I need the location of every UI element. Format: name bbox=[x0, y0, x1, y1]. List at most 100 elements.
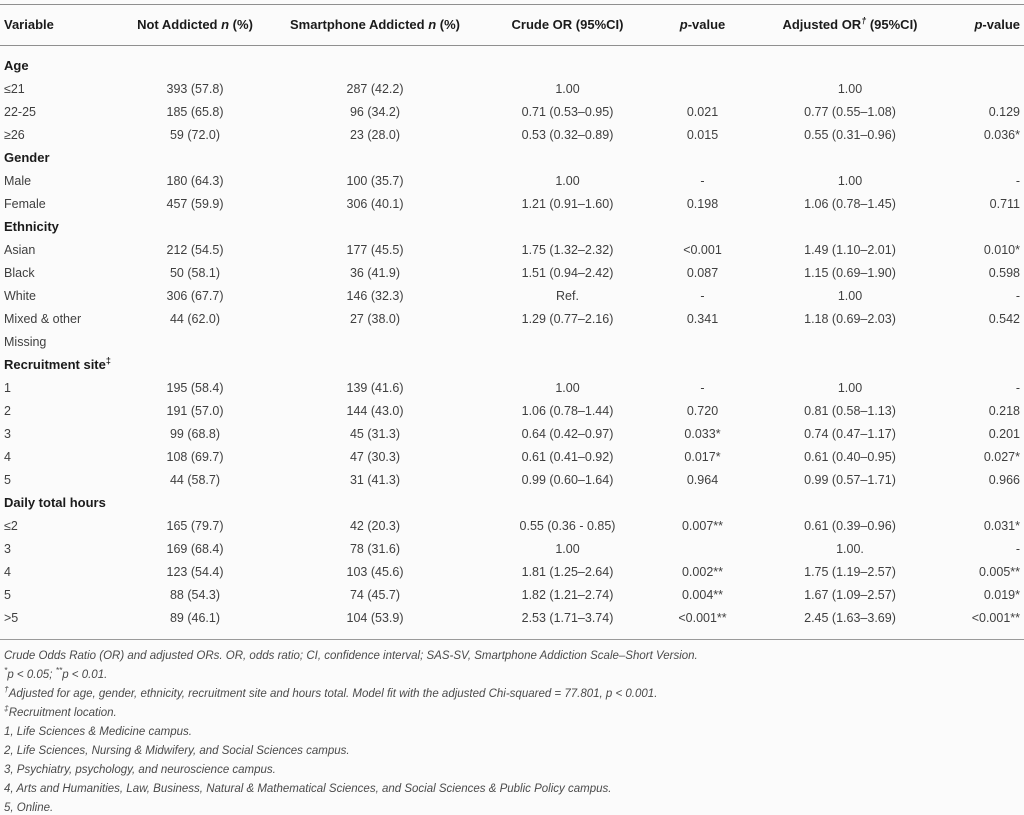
text-segment: (%) bbox=[229, 17, 253, 32]
value-cell: 123 (54.4) bbox=[166, 564, 224, 579]
table-row: Black 50 (58.1) 36 (41.9) 1.51 (0.94–2.42) 0… bbox=[0, 261, 1024, 284]
footnote-line-3: †Adjusted for age, gender, ethnicity, re… bbox=[4, 685, 1022, 704]
text-segment: (95%CI) bbox=[866, 17, 918, 32]
value-cell: - bbox=[700, 288, 705, 303]
value-cell: 78 (31.6) bbox=[349, 541, 401, 556]
row-label-cell: ≥26 bbox=[4, 127, 25, 142]
value-cell: 27 (38.0) bbox=[349, 311, 401, 326]
row-label-cell: Asian bbox=[4, 242, 36, 257]
section-row-recruitment-site: Recruitment site‡ bbox=[0, 353, 1024, 376]
value-cell: - bbox=[1015, 288, 1020, 303]
value-cell bbox=[480, 330, 655, 353]
value-cell: 0.031* bbox=[983, 518, 1020, 533]
value-cell: 1.00 bbox=[555, 81, 580, 96]
section-label: Daily total hours bbox=[0, 491, 1024, 514]
value-cell: 169 (68.4) bbox=[166, 541, 224, 556]
row-label-cell: >5 bbox=[4, 610, 19, 625]
value-cell: 0.61 (0.39–0.96) bbox=[804, 518, 896, 533]
value-cell: 0.71 (0.53–0.95) bbox=[521, 104, 614, 119]
text-segment: -value bbox=[687, 17, 726, 32]
text-segment: -value bbox=[982, 17, 1020, 32]
row-label-cell: Female bbox=[4, 196, 46, 211]
column-header-p-value-crude: p-value bbox=[655, 4, 750, 46]
value-cell: 0.964 bbox=[686, 472, 719, 487]
superscript-marker: ‡ bbox=[105, 355, 111, 366]
table-row: Female 457 (59.9) 306 (40.1) 1.21 (0.91–1.6… bbox=[0, 192, 1024, 215]
section-row-daily-total-hours: Daily total hours bbox=[0, 491, 1024, 514]
table-row: Mixed & other 44 (62.0) 27 (38.0) 1.29 (0.7… bbox=[0, 307, 1024, 330]
value-cell: 0.005** bbox=[978, 564, 1020, 579]
value-cell: 0.74 (0.47–1.17) bbox=[804, 426, 896, 441]
footnote-line-9: 5, Online. bbox=[4, 799, 1022, 815]
value-cell: 0.010* bbox=[983, 242, 1020, 257]
value-cell: 212 (54.5) bbox=[166, 242, 224, 257]
row-label-cell: White bbox=[4, 288, 36, 303]
table-row: 5 88 (54.3) 74 (45.7) 1.82 (1.21–2.74) 0.004… bbox=[0, 583, 1024, 606]
value-cell: 146 (32.3) bbox=[346, 288, 404, 303]
value-cell: 0.55 (0.31–0.96) bbox=[804, 127, 896, 142]
value-cell: 306 (40.1) bbox=[346, 196, 404, 211]
value-cell: 1.15 (0.69–1.90) bbox=[804, 265, 896, 280]
value-cell: 1.75 (1.32–2.32) bbox=[521, 242, 614, 257]
column-header-p-value-adjusted: p-value bbox=[950, 4, 1024, 46]
value-cell: 2.53 (1.71–3.74) bbox=[521, 610, 614, 625]
section-row-ethnicity: Ethnicity bbox=[0, 215, 1024, 238]
value-cell: <0.001** bbox=[971, 610, 1020, 625]
value-cell: 100 (35.7) bbox=[346, 173, 404, 188]
italic-text: p bbox=[974, 17, 983, 32]
value-cell: 1.00 bbox=[837, 173, 863, 188]
value-cell: - bbox=[1015, 541, 1020, 556]
value-cell: 0.99 (0.60–1.64) bbox=[521, 472, 614, 487]
value-cell: 0.004** bbox=[681, 587, 723, 602]
row-label-cell: 22-25 bbox=[4, 104, 36, 119]
value-cell: 1.00 bbox=[555, 541, 580, 556]
footnote-line-7: 3, Psychiatry, psychology, and neuroscie… bbox=[4, 761, 1022, 780]
value-cell: 0.087 bbox=[686, 265, 719, 280]
value-cell: 1.06 (0.78–1.45) bbox=[804, 196, 896, 211]
text-segment: Variable bbox=[4, 17, 54, 32]
text-segment: (%) bbox=[436, 17, 460, 32]
text-segment: 5, Online. bbox=[4, 802, 54, 814]
value-cell: 0.53 (0.32–0.89) bbox=[521, 127, 614, 142]
row-label-cell: 5 bbox=[4, 587, 11, 602]
footnote-line-2: *p < 0.05; **p < 0.01. bbox=[4, 666, 1022, 685]
row-label-cell: 3 bbox=[4, 426, 11, 441]
superscript-marker: * bbox=[4, 666, 8, 676]
text-segment: Crude Odds Ratio (OR) and adjusted ORs. … bbox=[4, 650, 698, 662]
footnote-line-8: 4, Arts and Humanities, Law, Business, N… bbox=[4, 780, 1022, 799]
value-cell: - bbox=[700, 173, 705, 188]
odds-ratio-table: Variable Not Addicted n (%) Smartphone Add… bbox=[0, 4, 1024, 640]
text-segment: Recruitment location. bbox=[8, 707, 117, 719]
row-label-cell: Mixed & other bbox=[4, 311, 82, 326]
value-cell: 457 (59.9) bbox=[166, 196, 224, 211]
row-label-cell: 4 bbox=[4, 449, 11, 464]
value-cell: <0.001 bbox=[683, 242, 722, 257]
value-cell: 177 (45.5) bbox=[346, 242, 404, 257]
italic-text: n bbox=[428, 17, 437, 32]
value-cell: 1.00 bbox=[837, 288, 863, 303]
table-body: Age ≤21 393 (57.8) 287 (42.2) 1.00 1.00 22-25 1… bbox=[0, 46, 1024, 640]
value-cell: 0.61 (0.41–0.92) bbox=[521, 449, 614, 464]
value-cell: <0.001** bbox=[678, 610, 727, 625]
table-header-row: Variable Not Addicted n (%) Smartphone Add… bbox=[0, 4, 1024, 46]
value-cell: 287 (42.2) bbox=[346, 81, 404, 96]
column-header-adjusted-or: Adjusted OR† (95%CI) bbox=[750, 4, 950, 46]
value-cell: 1.81 (1.25–2.64) bbox=[521, 564, 614, 579]
row-label-cell: Missing bbox=[4, 334, 47, 349]
value-cell: 31 (41.3) bbox=[349, 472, 401, 487]
value-cell: 74 (45.7) bbox=[349, 587, 401, 602]
text-segment: 2, Life Sciences, Nursing & Midwifery, a… bbox=[4, 745, 350, 757]
value-cell: 42 (20.3) bbox=[349, 518, 401, 533]
text-segment: Crude OR (95%CI) bbox=[511, 17, 624, 32]
column-header-not-addicted: Not Addicted n (%) bbox=[120, 4, 270, 46]
text-segment: 4, Arts and Humanities, Law, Business, N… bbox=[4, 783, 612, 795]
row-label-cell: ≤21 bbox=[4, 81, 25, 96]
value-cell: 99 (68.8) bbox=[169, 426, 221, 441]
value-cell: 0.198 bbox=[686, 196, 719, 211]
column-header-variable: Variable bbox=[0, 4, 120, 46]
value-cell: 0.021 bbox=[686, 104, 719, 119]
value-cell: 165 (79.7) bbox=[166, 518, 224, 533]
value-cell: 0.017* bbox=[684, 449, 721, 464]
section-row-gender: Gender bbox=[0, 146, 1024, 169]
